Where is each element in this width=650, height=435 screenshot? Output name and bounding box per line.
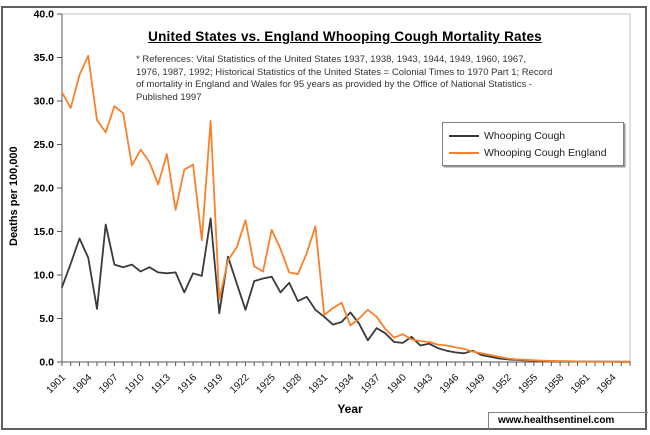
y-tick-label: 25.0	[34, 139, 55, 151]
references-line-3: of mortality in England and Wales for 95…	[136, 79, 533, 90]
y-tick-label: 20.0	[34, 183, 55, 195]
legend-line-england-icon	[449, 151, 479, 154]
y-tick-label: 15.0	[34, 226, 55, 238]
y-tick-label: 30.0	[34, 96, 55, 108]
y-tick-label: 5.0	[39, 313, 54, 325]
x-tick-label: 1913	[149, 372, 173, 396]
y-tick-label: 0.0	[39, 357, 54, 369]
x-tick-label: 1958	[543, 372, 567, 396]
y-tick-label: 10.0	[34, 270, 55, 282]
x-tick-label: 1919	[202, 372, 226, 396]
x-tick-label: 1961	[569, 372, 593, 396]
legend-line-us-icon	[449, 134, 479, 137]
x-tick-label: 1940	[385, 372, 409, 396]
x-tick-label: 1943	[412, 372, 436, 396]
references-line-1: * References: Vital Statistics of the Un…	[136, 54, 527, 65]
x-tick-label: 1922	[228, 372, 252, 396]
references-line-4: Published 1997	[136, 91, 202, 103]
y-axis-title: Deaths per 100,000	[8, 146, 20, 246]
x-tick-label: 1916	[176, 372, 200, 396]
legend-label-us: Whooping Cough	[484, 129, 566, 142]
x-tick-label: 1907	[97, 372, 121, 396]
x-tick-label: 1946	[438, 372, 462, 396]
x-tick-label: 1949	[464, 372, 488, 396]
x-tick-label: 1931	[307, 372, 331, 396]
x-tick-label: 1904	[71, 372, 95, 396]
references-note: * References: Vital Statistics of the Un…	[136, 54, 552, 104]
outer-border	[1, 6, 647, 430]
y-tick-label: 35.0	[34, 52, 55, 64]
x-tick-label: 1928	[281, 372, 305, 396]
x-tick-label: 1952	[490, 372, 514, 396]
x-tick-label: 1937	[359, 372, 383, 396]
x-tick-label: 1964	[595, 372, 619, 396]
x-tick-label: 1910	[123, 372, 147, 396]
series-line-england	[61, 54, 631, 363]
legend: Whooping Cough Whooping Cough England	[442, 122, 624, 166]
legend-label-england: Whooping Cough England	[484, 146, 607, 159]
legend-item-england: Whooping Cough England	[449, 144, 617, 161]
x-tick-label: 1901	[45, 372, 69, 396]
series-line-us	[61, 217, 631, 363]
x-tick-label: 1955	[516, 372, 540, 396]
chart-title: United States vs. England Whooping Cough…	[148, 29, 542, 44]
x-tick-label: 1925	[254, 372, 278, 396]
watermark-link[interactable]: www.healthsentinel.com	[488, 412, 648, 429]
legend-item-us: Whooping Cough	[449, 127, 617, 144]
x-tick-label: 1934	[333, 372, 357, 396]
references-line-2: 1976, 1987, 1992; Historical Statistics …	[136, 66, 553, 78]
y-tick-label: 40.0	[34, 9, 55, 21]
x-axis-title: Year	[337, 402, 363, 416]
